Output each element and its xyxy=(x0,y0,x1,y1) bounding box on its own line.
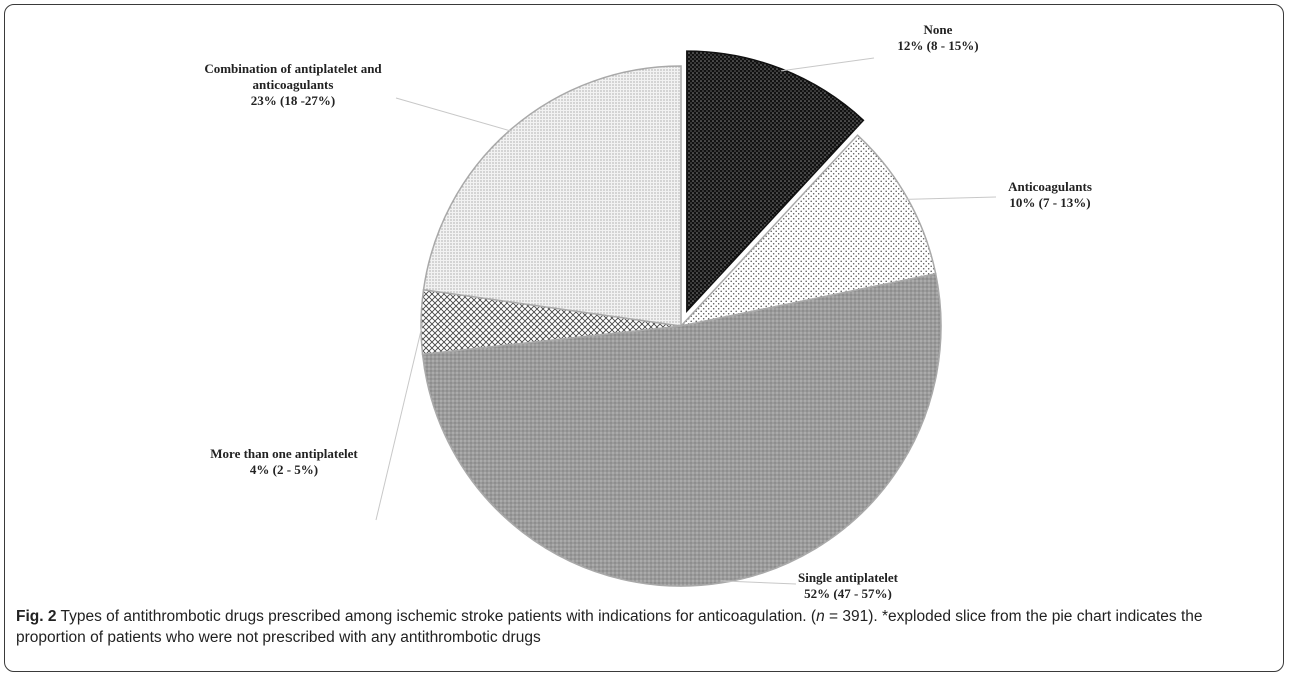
slice-category: None xyxy=(924,22,953,37)
figure-number: Fig. 2 xyxy=(16,608,57,625)
slice-category: anticoagulants xyxy=(253,77,334,92)
slice-value: 52% (47 - 57%) xyxy=(804,586,892,600)
slice-value: 10% (7 - 13%) xyxy=(1009,195,1090,210)
slice-value: 12% (8 - 15%) xyxy=(897,38,978,53)
slice-category: Combination of antiplatelet and xyxy=(204,61,382,76)
pie-slice-none xyxy=(686,50,865,314)
slice-label-combination-of-antiplatelet-and-anticoagulants: Combination of antiplatelet and anticoagu… xyxy=(204,61,382,108)
slice-value: 4% (2 - 5%) xyxy=(250,462,318,477)
pie-slice-anticoagulants xyxy=(678,134,937,328)
caption-text-continued: = 391). *exploded slice from the pie cha… xyxy=(16,608,1203,646)
slice-label-none: None 12% (8 - 15%) xyxy=(897,22,978,53)
pie-slice-single-antiplatelet xyxy=(421,272,942,587)
slice-label-single-antiplatelet: Single antiplatelet 52% (47 - 57%) xyxy=(798,570,899,600)
sample-size-symbol: n xyxy=(816,608,825,625)
caption-text: Types of antithrombotic drugs prescribed… xyxy=(56,608,817,625)
leader-line-none xyxy=(780,57,875,72)
slice-category: Single antiplatelet xyxy=(798,570,899,585)
pie-slice-combination-of-antiplatelet-and-anticoagulants xyxy=(422,65,682,327)
leader-line-single-antiplatelet xyxy=(720,580,797,585)
slice-label-more-than-one-antiplatelet: More than one antiplatelet 4% (2 - 5%) xyxy=(210,446,358,477)
slice-category: More than one antiplatelet xyxy=(210,446,358,461)
slice-category: Anticoagulants xyxy=(1008,179,1092,194)
slice-value: 23% (18 -27%) xyxy=(251,93,336,108)
pie-chart: None 12% (8 - 15%) Anticoagulants 10% (7 - … xyxy=(204,22,1092,600)
figure-caption: Fig. 2 Types of antithrombotic drugs pre… xyxy=(16,606,1266,648)
leader-line-combination-of-antiplatelet-and-anticoagulants xyxy=(395,97,512,132)
slice-label-anticoagulants: Anticoagulants 10% (7 - 13%) xyxy=(1008,179,1092,210)
leader-line-anticoagulants xyxy=(905,196,997,200)
leader-line-more-than-one-antiplatelet xyxy=(375,321,424,521)
